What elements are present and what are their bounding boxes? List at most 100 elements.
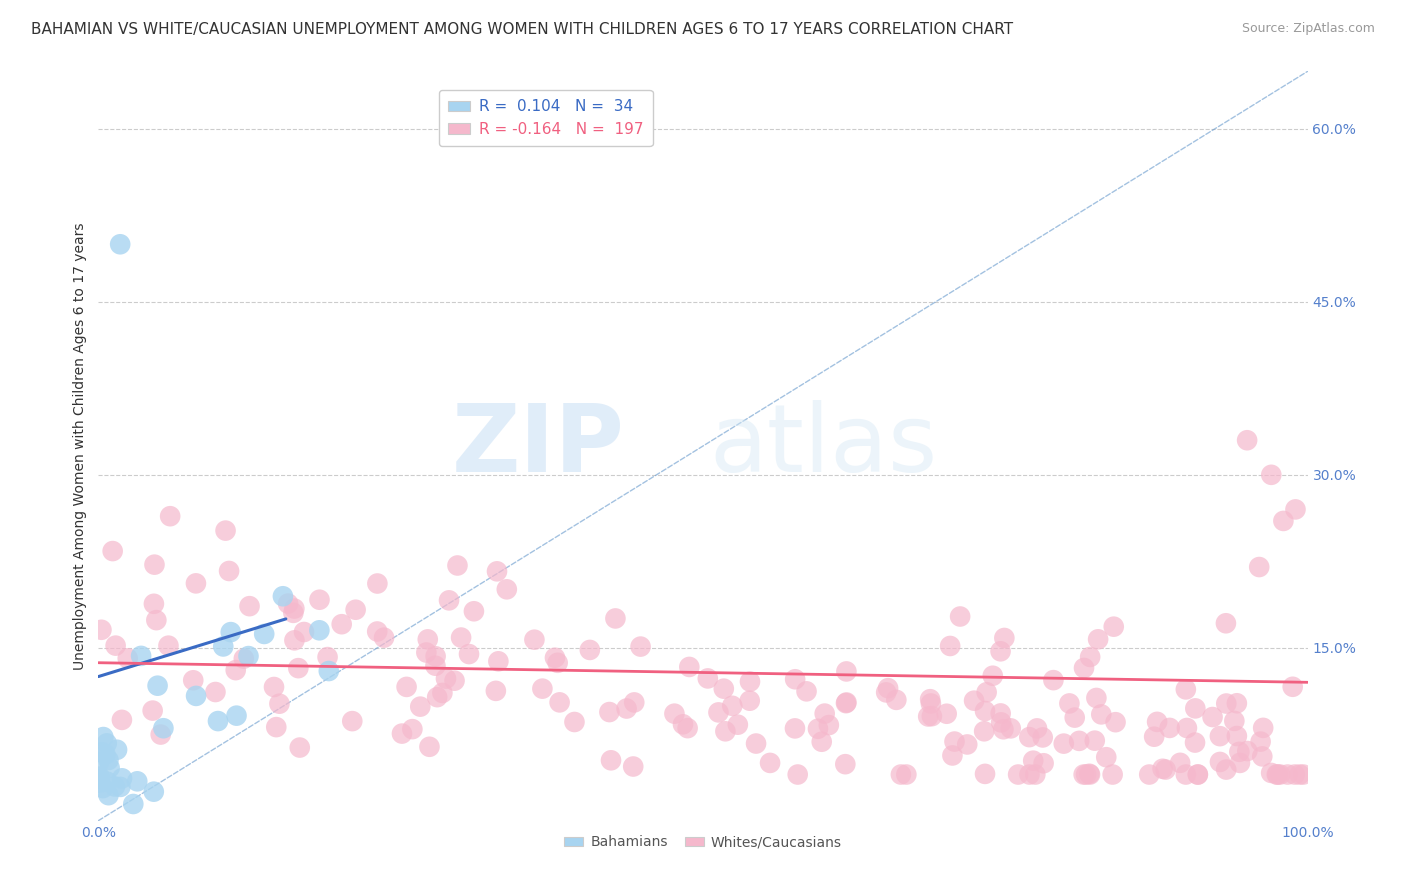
Point xyxy=(896,767,918,781)
Point xyxy=(1236,434,1258,448)
Point xyxy=(225,663,247,677)
Point xyxy=(418,739,440,754)
Point xyxy=(531,681,554,696)
Point xyxy=(1174,767,1197,781)
Point xyxy=(1154,763,1177,777)
Point xyxy=(696,672,718,686)
Point xyxy=(920,697,942,711)
Point xyxy=(1059,697,1081,711)
Point xyxy=(877,681,900,695)
Point xyxy=(1250,734,1272,748)
Point xyxy=(98,761,121,775)
Point xyxy=(1201,710,1223,724)
Point xyxy=(1236,744,1258,758)
Point xyxy=(308,592,330,607)
Point xyxy=(807,722,830,736)
Point xyxy=(318,664,340,678)
Point xyxy=(1174,682,1197,697)
Point xyxy=(425,649,447,664)
Point xyxy=(796,684,818,698)
Text: BAHAMIAN VS WHITE/CAUCASIAN UNEMPLOYMENT AMONG WOMEN WITH CHILDREN AGES 6 TO 17 : BAHAMIAN VS WHITE/CAUCASIAN UNEMPLOYMENT… xyxy=(31,22,1014,37)
Point xyxy=(707,706,730,720)
Point xyxy=(759,756,782,770)
Point xyxy=(458,647,481,661)
Point xyxy=(523,632,546,647)
Point xyxy=(623,695,645,709)
Point xyxy=(935,706,957,721)
Point xyxy=(485,565,508,579)
Point xyxy=(104,639,127,653)
Point xyxy=(127,774,149,789)
Point xyxy=(1022,754,1045,768)
Point xyxy=(993,631,1015,645)
Point xyxy=(232,651,254,665)
Point xyxy=(495,582,517,597)
Point xyxy=(943,734,966,748)
Point xyxy=(94,747,117,762)
Point xyxy=(263,680,285,694)
Point xyxy=(283,606,305,620)
Point xyxy=(738,694,761,708)
Point xyxy=(142,785,165,799)
Point xyxy=(110,780,132,794)
Point xyxy=(117,651,139,665)
Point xyxy=(432,686,454,700)
Point xyxy=(283,601,305,615)
Point xyxy=(1137,767,1160,781)
Point xyxy=(401,722,423,736)
Point xyxy=(450,631,472,645)
Point xyxy=(1260,467,1282,482)
Point xyxy=(108,237,131,252)
Point xyxy=(939,639,962,653)
Point xyxy=(974,704,997,718)
Point xyxy=(548,695,571,709)
Point xyxy=(89,770,111,784)
Point xyxy=(90,745,112,759)
Point xyxy=(990,715,1012,730)
Point xyxy=(917,709,939,723)
Point xyxy=(745,737,768,751)
Point xyxy=(890,767,912,781)
Point xyxy=(366,576,388,591)
Point xyxy=(1007,767,1029,781)
Point xyxy=(1078,767,1101,781)
Point xyxy=(437,593,460,607)
Point xyxy=(1000,722,1022,736)
Point xyxy=(181,673,204,688)
Point xyxy=(600,753,623,767)
Point xyxy=(344,603,367,617)
Point xyxy=(111,713,134,727)
Point xyxy=(152,721,174,735)
Point xyxy=(96,736,118,750)
Point xyxy=(485,684,508,698)
Point xyxy=(93,730,115,744)
Point xyxy=(143,558,166,572)
Point xyxy=(1063,710,1085,724)
Point xyxy=(159,509,181,524)
Point xyxy=(1018,767,1040,781)
Point xyxy=(1095,750,1118,764)
Point xyxy=(920,692,942,706)
Point xyxy=(463,604,485,618)
Point xyxy=(1284,502,1306,516)
Point xyxy=(974,767,997,781)
Point xyxy=(434,672,457,686)
Y-axis label: Unemployment Among Women with Children Ages 6 to 17 years: Unemployment Among Women with Children A… xyxy=(73,222,87,670)
Point xyxy=(1073,767,1095,781)
Point xyxy=(89,772,111,786)
Point xyxy=(142,597,165,611)
Point xyxy=(287,661,309,675)
Point xyxy=(678,660,700,674)
Point xyxy=(1223,714,1246,728)
Point xyxy=(1032,731,1054,745)
Point xyxy=(621,759,644,773)
Point xyxy=(142,704,165,718)
Point xyxy=(486,654,509,668)
Point xyxy=(91,781,114,796)
Point xyxy=(184,689,207,703)
Point xyxy=(264,720,287,734)
Point xyxy=(426,690,449,705)
Point xyxy=(238,599,260,614)
Point xyxy=(225,708,247,723)
Point xyxy=(1251,721,1274,735)
